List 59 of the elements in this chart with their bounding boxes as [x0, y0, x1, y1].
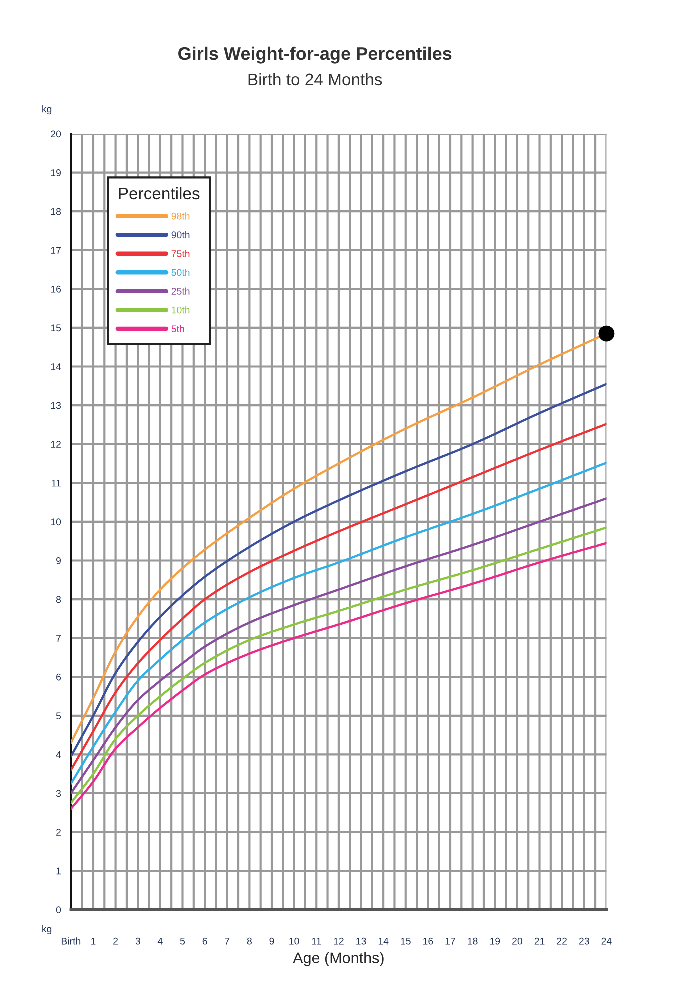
text: 90th [172, 231, 190, 239]
x-axis-title: Age (Months) [293, 952, 384, 967]
y-tick-label: 12 [51, 441, 61, 448]
y-tick-label: 3 [56, 790, 62, 798]
text: 5th [172, 325, 184, 332]
x-tick-label: 9 [270, 938, 274, 945]
x-tick-label: 11 [312, 938, 322, 945]
text: 75th [172, 250, 190, 258]
x-tick-label: 20 [512, 938, 522, 945]
y-axis-title: kg [42, 106, 52, 115]
y-tick-label: 9 [56, 557, 61, 564]
x-tick-label: 17 [446, 938, 456, 945]
x-tick-label: 23 [579, 938, 590, 945]
text: kg [42, 925, 52, 934]
y-tick-label: 5 [56, 712, 62, 720]
y-tick-label: 14 [51, 364, 62, 370]
x-tick-label: 12 [334, 938, 344, 945]
y-tick-label: 18 [51, 208, 62, 216]
x-tick-label: 5 [180, 938, 186, 945]
y-tick-label: 8 [56, 596, 62, 604]
x-tick-label: 18 [468, 938, 478, 945]
x-tick-label: 8 [247, 938, 252, 945]
y-tick-label: 13 [51, 402, 62, 410]
text: 25th [172, 288, 190, 295]
chart-subtitle: Birth to 24 Months [248, 73, 382, 86]
legend-title: Percentiles [119, 187, 200, 200]
y-tick-label: 15 [51, 324, 62, 332]
x-tick-label: 2 [114, 938, 118, 945]
y-tick-label: 16 [51, 286, 62, 293]
x-tick-label: 19 [490, 938, 500, 945]
x-tick-label: 7 [225, 938, 230, 945]
x-tick-label: 22 [557, 938, 567, 945]
y-tick-label: 17 [51, 247, 61, 254]
x-tick-label: 6 [202, 938, 208, 945]
x-tick-label: 10 [290, 938, 300, 945]
chart-title: Girls Weight-for-age Percentiles [178, 46, 452, 64]
x-tick-label: 3 [136, 938, 140, 945]
y-tick-label: 4 [56, 752, 62, 758]
x-tick-label: 4 [158, 938, 163, 945]
x-tick-label: 15 [401, 938, 411, 945]
y-tick-label: 19 [51, 170, 61, 176]
x-tick-label: 24 [602, 938, 612, 945]
y-tick-label: 2 [56, 829, 61, 836]
y-tick-label: 0 [56, 906, 62, 914]
y-tick-label: 20 [51, 130, 62, 138]
text: 50th [172, 269, 190, 276]
x-tick-label: 16 [424, 938, 434, 945]
y-tick-label: 11 [52, 480, 61, 487]
x-tick-label: Birth [62, 938, 81, 945]
y-tick-label: 7 [56, 635, 61, 642]
x-tick-label: 13 [356, 938, 366, 945]
y-tick-label: 10 [51, 518, 62, 526]
text: 98th [172, 212, 190, 220]
x-tick-label: 1 [92, 938, 96, 945]
x-tick-label: 21 [534, 938, 545, 945]
y-tick-label: 1 [56, 868, 61, 875]
text: 10th [172, 306, 190, 314]
y-tick-label: 6 [56, 674, 62, 681]
x-tick-label: 14 [378, 938, 389, 945]
